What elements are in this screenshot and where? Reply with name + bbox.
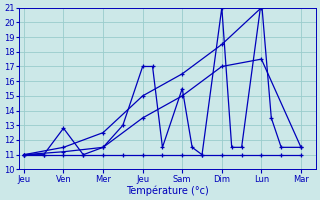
X-axis label: Température (°c): Température (°c) <box>126 185 209 196</box>
